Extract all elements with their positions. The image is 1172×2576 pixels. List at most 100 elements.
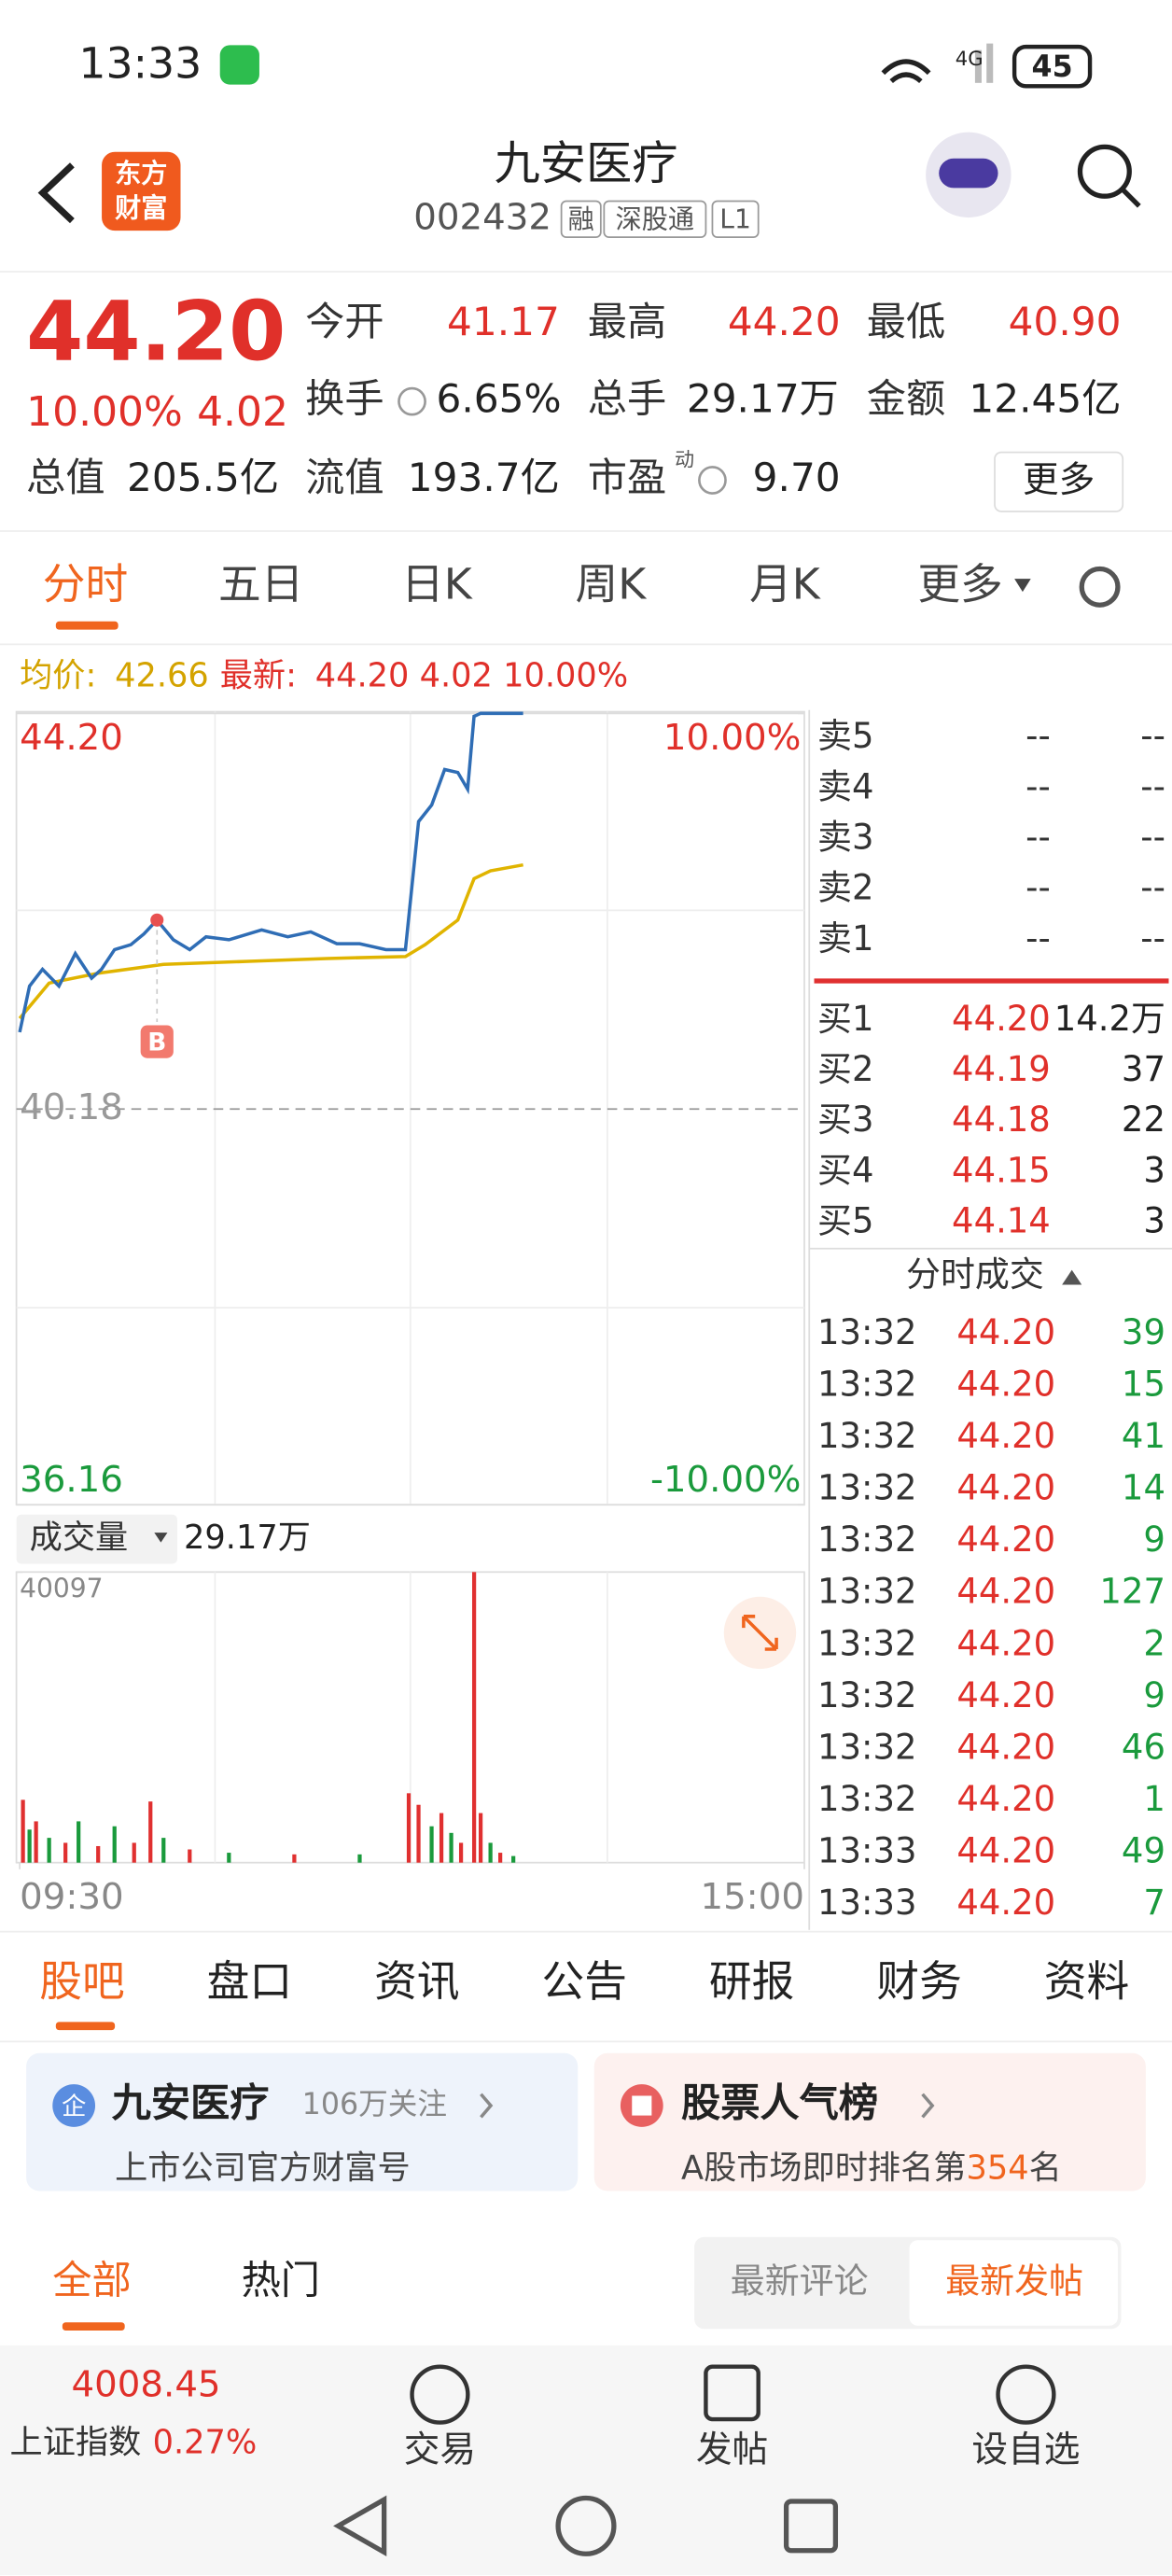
y-tick-label: 36.16: [20, 1459, 123, 1501]
trade-volume: 14: [1122, 1468, 1165, 1508]
x-tick-label: 15:00: [700, 1876, 803, 1918]
bid-price: 44.18: [952, 1099, 1051, 1140]
trades-title: 分时成交: [906, 1254, 1044, 1295]
search-button[interactable]: [1077, 144, 1132, 199]
chevron: [480, 2093, 494, 2119]
settings-button[interactable]: [1079, 566, 1121, 608]
trade-price: 44.20: [956, 1572, 1055, 1612]
bid-label: 买4: [817, 1150, 873, 1190]
trade-price: 44.20: [956, 1416, 1055, 1456]
field-label: 最高: [588, 299, 666, 344]
trade-time: 13:32: [817, 1519, 916, 1560]
field-label: 流值: [305, 455, 384, 500]
chart-tab[interactable]: 周K: [576, 559, 648, 609]
field-value: 193.7亿: [408, 455, 560, 500]
bid-price: 44.14: [952, 1200, 1051, 1240]
volume-bar: [406, 1793, 412, 1863]
field-label: 总值: [26, 455, 105, 500]
field-label: 最低: [867, 299, 945, 344]
trade-volume: 41: [1122, 1416, 1165, 1456]
volume-selector[interactable]: [16, 1514, 177, 1564]
logo-text: 财富: [115, 192, 167, 223]
trade-time: 13:32: [817, 1364, 916, 1404]
more-button[interactable]: [994, 451, 1124, 512]
trade-price: 44.20: [956, 1312, 1055, 1352]
card-title: 股票人气榜: [681, 2080, 878, 2126]
ask-price: --: [1026, 766, 1051, 806]
section-tab[interactable]: 资料: [1044, 1956, 1129, 2006]
section-tab[interactable]: 资讯: [374, 1956, 459, 2006]
field-value: 40.90: [1009, 299, 1122, 344]
volume-bar: [292, 1854, 297, 1863]
trade-time: 13:32: [817, 1779, 916, 1819]
section-tab[interactable]: 股吧: [39, 1956, 124, 2006]
change-value: 4.02: [197, 388, 288, 436]
bid-price: 44.20: [952, 999, 1051, 1039]
dropdown-arrow: [154, 1533, 168, 1543]
company-card[interactable]: [26, 2052, 579, 2191]
sort-option[interactable]: 最新评论: [731, 2261, 869, 2302]
pe-tag: 动: [675, 447, 694, 470]
chart-tab[interactable]: 月K: [749, 559, 821, 609]
last-price: 44.20: [26, 283, 286, 379]
section-tab[interactable]: 公告: [542, 1956, 627, 2006]
action-label[interactable]: 交易: [404, 2429, 476, 2471]
volume-bar: [21, 1799, 25, 1863]
trade-volume: 127: [1099, 1572, 1165, 1612]
volume-bar: [458, 1842, 464, 1863]
bid-volume: 3: [1143, 1200, 1165, 1240]
chart-tab[interactable]: 更多: [917, 559, 1002, 609]
section-tab[interactable]: 财务: [876, 1956, 961, 2006]
back-button[interactable]: [37, 162, 75, 224]
ask-label: 卖3: [817, 818, 873, 858]
y-tick-label: 40097: [20, 1574, 103, 1604]
filter-tab[interactable]: 全部: [52, 2258, 131, 2303]
avg-legend: 均价:: [20, 657, 96, 695]
volume-bar: [47, 1838, 51, 1863]
price-line: [18, 711, 523, 1033]
tag-box: [560, 200, 602, 239]
index-value: 4008.45: [72, 2363, 221, 2405]
network-type: 4G: [956, 47, 984, 70]
bid-price: 44.19: [952, 1049, 1051, 1089]
chart-tab[interactable]: 分时: [43, 559, 128, 609]
chart-tab[interactable]: 五日: [218, 559, 303, 609]
trade-icon: [410, 2364, 470, 2425]
trade-price: 44.20: [956, 1364, 1055, 1404]
section-tab[interactable]: 盘口: [207, 1956, 292, 2006]
chart-tab[interactable]: 日K: [401, 559, 473, 609]
bid-volume: 22: [1122, 1099, 1165, 1140]
nav-back[interactable]: [333, 2495, 387, 2557]
nav-recent[interactable]: [783, 2499, 839, 2554]
sort-active: [909, 2240, 1118, 2326]
action-label[interactable]: 设自选: [971, 2429, 1080, 2471]
signal-icon: [974, 49, 982, 83]
filter-tab[interactable]: 热门: [242, 2258, 320, 2303]
stock-tag: 深股通: [616, 204, 694, 235]
trade-time: 13:32: [817, 1572, 916, 1612]
trade-volume: 7: [1143, 1883, 1165, 1923]
info-icon: [398, 386, 426, 416]
section-tab[interactable]: 研报: [709, 1956, 794, 2006]
battery-icon: [1012, 44, 1093, 89]
volume-bar: [416, 1804, 421, 1863]
ask-volume: --: [1140, 918, 1165, 959]
nav-home[interactable]: [555, 2495, 617, 2556]
bid-volume: 14.2万: [1054, 999, 1165, 1039]
volume-bar: [511, 1855, 516, 1863]
wechat-icon: [219, 45, 259, 85]
bid-label: 买2: [817, 1049, 873, 1089]
stock-code: 002432: [413, 196, 551, 238]
card-meta: 106万关注: [302, 2088, 447, 2121]
trade-price: 44.20: [956, 1831, 1055, 1871]
field-value: 29.17万: [687, 376, 839, 422]
trade-volume: 49: [1122, 1831, 1165, 1871]
field-value: 6.65%: [437, 376, 562, 422]
trade-time: 13:32: [817, 1416, 916, 1456]
ask-volume: --: [1140, 818, 1165, 858]
ask-label: 卖2: [817, 868, 873, 908]
sort-option[interactable]: 最新发帖: [945, 2261, 1083, 2302]
ranking-card[interactable]: [593, 2052, 1146, 2191]
index-name: 上证指数: [10, 2423, 142, 2461]
action-label[interactable]: 发帖: [696, 2429, 768, 2471]
